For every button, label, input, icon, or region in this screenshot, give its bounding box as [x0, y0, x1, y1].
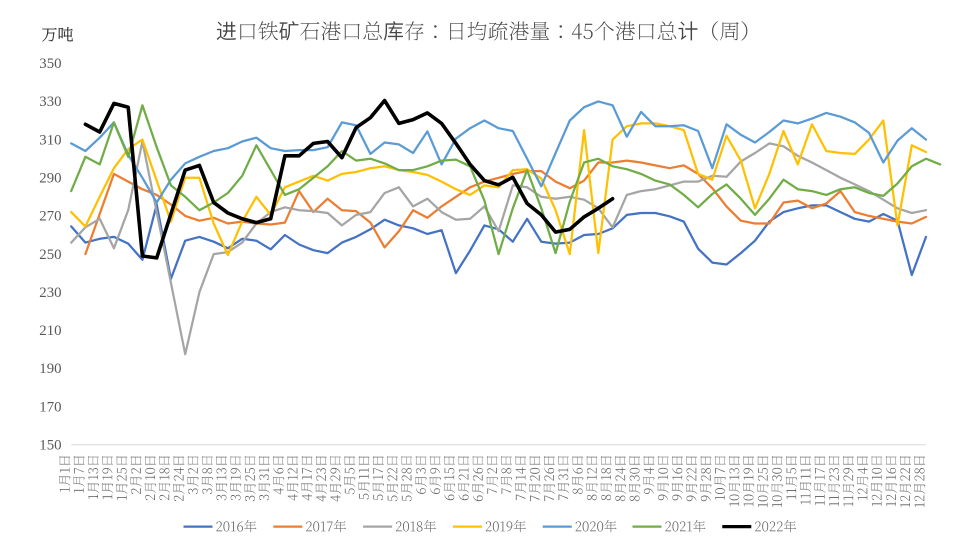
svg-text:170: 170 — [39, 399, 61, 415]
svg-text:230: 230 — [39, 285, 61, 301]
svg-text:270: 270 — [39, 209, 61, 225]
svg-text:310: 310 — [39, 132, 61, 148]
svg-text:210: 210 — [39, 323, 61, 339]
svg-text:190: 190 — [39, 361, 61, 377]
svg-text:330: 330 — [39, 94, 61, 110]
svg-text:350: 350 — [39, 56, 61, 72]
svg-text:150: 150 — [39, 438, 61, 454]
svg-text:250: 250 — [39, 247, 61, 263]
svg-text:290: 290 — [39, 170, 61, 186]
